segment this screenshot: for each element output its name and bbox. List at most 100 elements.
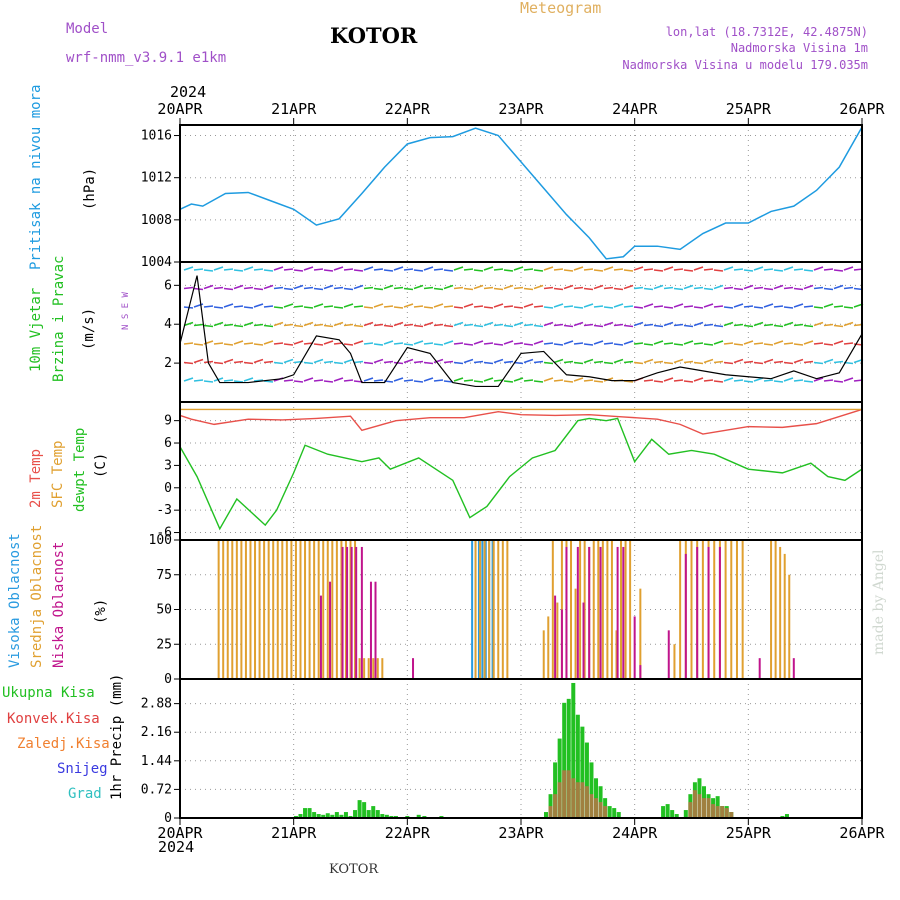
cloud-bar [622, 546, 625, 679]
wind-barb [263, 305, 274, 308]
wind-barb [493, 358, 504, 364]
cloud-ytick-label: 100 [149, 533, 172, 548]
wind-barb [473, 269, 484, 272]
cloud-bar [774, 540, 777, 679]
wind-barb [423, 286, 434, 290]
wind-barb [763, 303, 774, 308]
wind-barb [783, 286, 794, 290]
wind-barb [193, 303, 204, 308]
wind-barb [383, 324, 394, 328]
wind-barb [253, 379, 264, 382]
wind-barb [573, 321, 584, 327]
wind-barb [273, 361, 284, 365]
wind-speed-line [179, 275, 863, 388]
precip-ytick-label: 1.44 [141, 754, 172, 769]
wind-barb [523, 323, 534, 327]
cloud-bar [319, 595, 322, 679]
wind-barb [603, 321, 614, 327]
wind-barb [423, 306, 434, 309]
cloud-bar [624, 540, 627, 679]
cloud-ytick-label: 0 [164, 672, 172, 687]
wind-barb [523, 379, 534, 382]
wind-barb [443, 340, 454, 345]
wind-barb [563, 324, 574, 328]
cloud-bar [597, 540, 600, 679]
wind-barb [383, 340, 394, 345]
cloud-bar [633, 616, 636, 679]
wind-barb [333, 286, 344, 290]
year-bottom: 2024 [158, 838, 195, 856]
cloud-bar [610, 540, 613, 679]
wind-barb [673, 268, 684, 271]
wind-barb [643, 343, 654, 346]
wind-barb [803, 360, 814, 364]
wind-barb [423, 266, 434, 271]
wind-barb [713, 284, 724, 290]
cloud-bar [363, 658, 366, 679]
wind-barb [183, 342, 194, 345]
wind-barb [453, 377, 464, 382]
model-label: Model [66, 21, 109, 37]
wind-barb [803, 269, 814, 272]
wind-barb [233, 305, 244, 308]
wind-barb [553, 358, 564, 364]
wind-barb [183, 321, 194, 327]
day-label-bottom: 20APR [157, 824, 203, 842]
wind-barb [783, 321, 794, 327]
wind-barb [613, 287, 624, 291]
wind-barb [393, 377, 404, 382]
cloud-bar [506, 540, 509, 679]
wind-barb [453, 266, 464, 271]
wind-barb [193, 343, 204, 346]
wind-barb [493, 303, 504, 308]
precip-bar [674, 814, 679, 818]
cloud-bar [254, 540, 257, 679]
wind-barb [833, 269, 844, 272]
cloud-bar [369, 581, 372, 679]
precip-bar [784, 814, 789, 818]
wind-barb [753, 377, 764, 382]
wind-barb [843, 306, 854, 309]
wind-barb [413, 305, 424, 308]
cloud-bar [360, 546, 363, 679]
wind-barb [313, 323, 324, 327]
pressure-panel [174, 125, 863, 263]
wind-barb [753, 306, 764, 309]
wind-barb [403, 379, 414, 382]
cloud-bar [226, 540, 229, 679]
precip-bar [594, 798, 599, 818]
cloud-bar [684, 553, 687, 679]
cloud-bar [299, 540, 302, 679]
wind-barb [263, 284, 274, 290]
precip-bar [589, 794, 594, 818]
wind-barb [423, 321, 434, 327]
day-label-bottom: 22APR [385, 824, 431, 842]
wind-barb [513, 306, 524, 309]
wind-barb [603, 342, 614, 345]
cloud-bar [579, 540, 582, 679]
cloud-bar [707, 546, 710, 679]
wind-barb [733, 379, 744, 382]
wind-barb [223, 379, 234, 382]
cloud-bar [322, 540, 325, 679]
precip-bar [566, 698, 571, 818]
wind-barb [453, 286, 464, 290]
wind-barb [323, 360, 334, 364]
wind-barb [513, 361, 524, 365]
day-label-top: 23APR [498, 100, 544, 118]
cloud-bar [583, 540, 586, 679]
wind-barb [283, 358, 294, 364]
wind-barb [303, 306, 314, 309]
cloud-title-low: Niska Oblacnost [51, 541, 67, 668]
cloud-bar [599, 546, 602, 679]
wind-barb [503, 284, 514, 290]
wind-barb [193, 268, 204, 271]
day-label-bottom: 21APR [271, 824, 317, 842]
wind-barb [343, 358, 354, 364]
wind-barb [683, 340, 694, 345]
pressure-ytick-label: 1008 [141, 213, 172, 228]
wind-barb [493, 287, 504, 291]
wind-barb [513, 321, 524, 327]
wind-barb [823, 379, 834, 382]
wind-barb [703, 303, 714, 308]
